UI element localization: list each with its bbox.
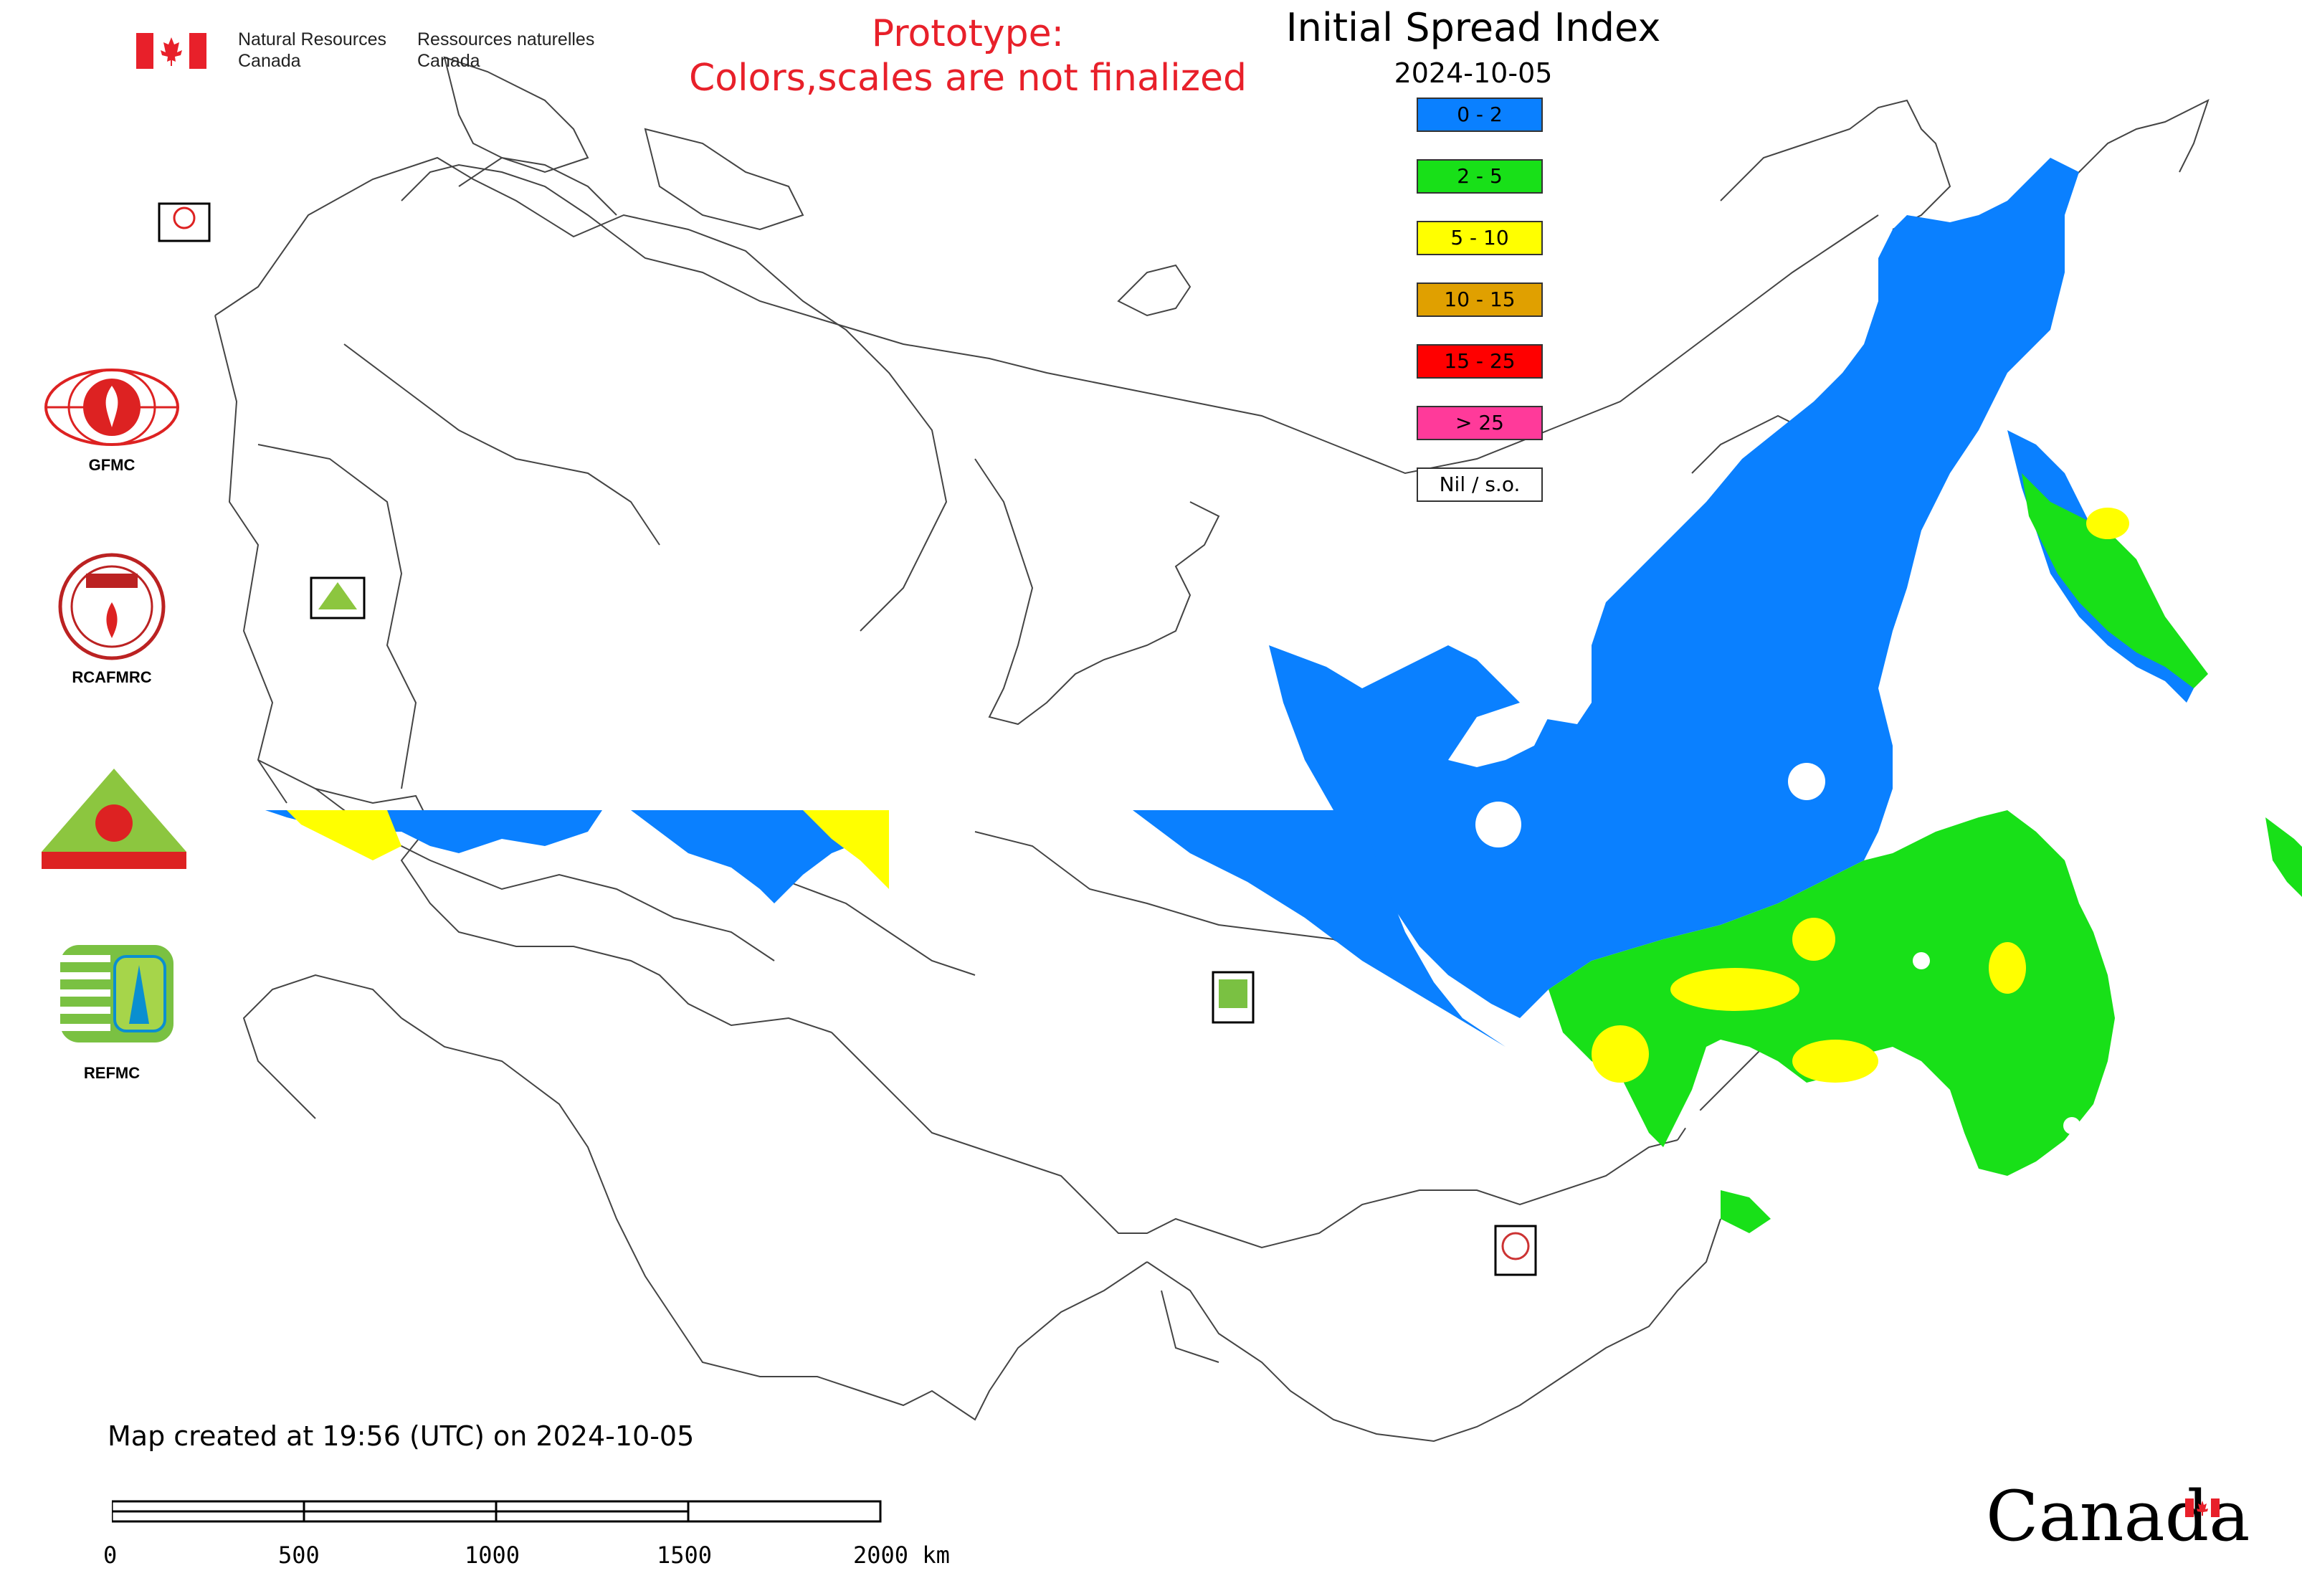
rcafmrc-label: RCAFMRC — [72, 668, 152, 686]
scale-label-1500: 1500 — [657, 1542, 713, 1569]
bay-cutout — [1448, 703, 1549, 767]
map-date: 2024-10-05 — [1394, 57, 1553, 89]
gfmc-logo-icon — [44, 369, 179, 446]
region-elevated-index-6 — [2086, 508, 2129, 539]
scale-bar: 0 500 1000 1500 2000 km — [100, 1498, 975, 1585]
region-elevated-index-4 — [1792, 918, 1835, 961]
legend-item-gt-25: > 25 — [1417, 406, 1543, 440]
nil-hole-3 — [1913, 952, 1930, 969]
wordmark-flag-icon — [2185, 1498, 2220, 1517]
region-elevated-index-5 — [1989, 942, 2026, 994]
region-low-index — [1269, 158, 2079, 1018]
legend-item-nil: Nil / s.o. — [1417, 467, 1543, 502]
scale-bar-graphic — [112, 1500, 882, 1523]
canada-wordmark-text: Canada — [1986, 1476, 2250, 1557]
nil-hole-2 — [1788, 763, 1825, 800]
legend-item-2-5: 2 - 5 — [1417, 159, 1543, 194]
gfmc-label: GFMC — [88, 456, 135, 474]
prototype-line-2: Colors,scales are not finalized — [688, 57, 1247, 100]
rcafmrc-logo-icon — [58, 553, 166, 660]
agency-name-fr-2: Canada — [417, 51, 480, 71]
map-created-timestamp: Map created at 19:56 (UTC) on 2024-10-05 — [108, 1420, 695, 1452]
legend-item-10-15: 10 - 15 — [1417, 282, 1543, 317]
region-elevated-index-central — [803, 810, 889, 889]
reefmc-logo-icon — [42, 769, 186, 869]
nil-hole-5 — [2063, 1117, 2080, 1134]
inset-gfmc-logo-icon — [158, 202, 211, 242]
refmc-logo-icon — [60, 945, 173, 1042]
nil-hole-1 — [1475, 802, 1521, 847]
nil-hole-4 — [1680, 1107, 1703, 1130]
map-inset-logos — [158, 202, 1537, 1276]
map-title: Initial Spread Index — [1285, 5, 1661, 50]
region-low-index-streaks — [1133, 810, 1506, 1047]
prototype-notice: Prototype: Colors,scales are not finaliz… — [617, 11, 1319, 100]
agency-name-en-1: Natural Resources — [238, 29, 387, 49]
scale-label-0: 0 — [103, 1542, 118, 1569]
canada-wordmark: Canada — [1986, 1477, 2250, 1556]
agency-name-fr-1: Ressources naturelles — [417, 29, 595, 49]
nrcan-signature: Natural Resources Canada Ressources natu… — [136, 29, 624, 79]
legend-item-5-10: 5 - 10 — [1417, 221, 1543, 255]
region-elevated-index-west — [287, 810, 401, 860]
region-moderate-index-korea — [1721, 1190, 1771, 1233]
index-raster — [265, 158, 2302, 1233]
region-moderate-index — [1549, 810, 2115, 1176]
region-low-index-central — [631, 810, 889, 903]
scale-label-1000: 1000 — [465, 1542, 520, 1569]
legend-item-0-2: 0 - 2 — [1417, 98, 1543, 132]
refmc-label: REFMC — [83, 1064, 141, 1082]
region-moderate-index-sakhalin — [2265, 817, 2302, 897]
scale-label-500: 500 — [278, 1542, 320, 1569]
region-elevated-index-2 — [1670, 968, 1799, 1011]
region-moderate-index-kamchatka — [2022, 473, 2208, 688]
legend-item-15-25: 15 - 25 — [1417, 344, 1543, 379]
canada-flag-icon — [136, 33, 206, 69]
region-elevated-index-3 — [1592, 1025, 1649, 1083]
region-elevated-index-1 — [1792, 1040, 1878, 1083]
agency-name-en-2: Canada — [238, 51, 301, 71]
scale-label-2000: 2000 km — [853, 1542, 950, 1569]
prototype-line-1: Prototype: — [871, 12, 1065, 55]
